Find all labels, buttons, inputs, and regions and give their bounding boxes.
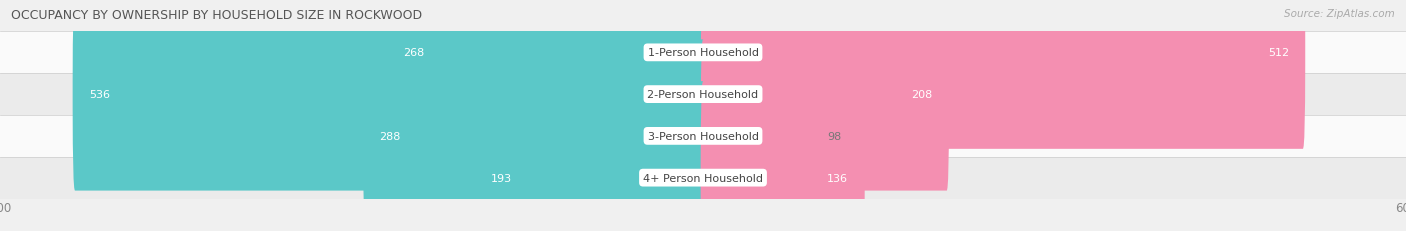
Bar [0, 74, 1406, 116]
FancyBboxPatch shape [387, 0, 706, 149]
Text: 98: 98 [827, 131, 841, 141]
Text: 4+ Person Household: 4+ Person Household [643, 173, 763, 183]
FancyBboxPatch shape [73, 0, 706, 191]
Bar [0, 157, 1406, 199]
FancyBboxPatch shape [700, 82, 865, 231]
Text: OCCUPANCY BY OWNERSHIP BY HOUSEHOLD SIZE IN ROCKWOOD: OCCUPANCY BY OWNERSHIP BY HOUSEHOLD SIZE… [11, 9, 422, 22]
Text: 2-Person Household: 2-Person Household [647, 90, 759, 100]
Text: 288: 288 [380, 131, 401, 141]
FancyBboxPatch shape [363, 40, 706, 231]
FancyBboxPatch shape [700, 0, 1305, 149]
Bar [0, 32, 1406, 74]
Text: 208: 208 [911, 90, 932, 100]
Text: 136: 136 [827, 173, 848, 183]
FancyBboxPatch shape [700, 40, 820, 231]
Text: 1-Person Household: 1-Person Household [648, 48, 758, 58]
Text: Source: ZipAtlas.com: Source: ZipAtlas.com [1284, 9, 1395, 19]
Bar [0, 116, 1406, 157]
Text: 268: 268 [404, 48, 425, 58]
FancyBboxPatch shape [700, 0, 949, 191]
Text: 3-Person Household: 3-Person Household [648, 131, 758, 141]
Text: 536: 536 [89, 90, 110, 100]
FancyBboxPatch shape [475, 82, 706, 231]
Text: 193: 193 [491, 173, 512, 183]
Text: 512: 512 [1268, 48, 1289, 58]
